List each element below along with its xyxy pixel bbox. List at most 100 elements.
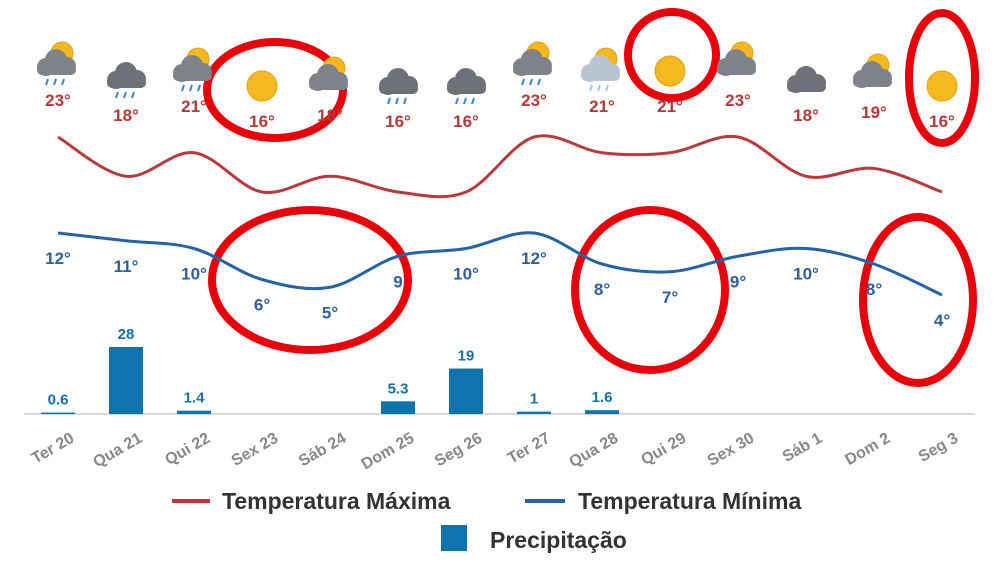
weather-icon <box>581 47 620 92</box>
x-tick-label: Sáb 1 <box>780 430 826 466</box>
weather-icon <box>379 68 418 105</box>
weather-icon <box>513 41 552 86</box>
precip-bar <box>41 412 75 414</box>
x-tick-label: Qua 28 <box>566 430 621 471</box>
legend-label: Precipitação <box>490 527 627 553</box>
x-tick-label: Sex 23 <box>229 430 282 470</box>
icon-rain <box>463 97 467 105</box>
precip-bar <box>449 368 483 414</box>
icon-rain <box>403 97 407 105</box>
icon-cloud <box>581 71 620 81</box>
icon-cloud <box>853 77 892 87</box>
min-temp-label: 12° <box>45 249 71 268</box>
icon-rain <box>605 84 609 92</box>
icon-cloud <box>309 80 348 90</box>
x-tick-label: Seg 3 <box>916 430 962 466</box>
icon-rain <box>529 78 533 86</box>
max-temp-label: 18° <box>113 106 139 125</box>
max-temp-label: 16° <box>249 112 275 131</box>
icon-rain <box>53 78 57 86</box>
min-temp-label: 10° <box>181 265 207 284</box>
min-temp-label: 4° <box>934 311 950 330</box>
weather-icon <box>309 56 348 91</box>
max-temp-label: 16° <box>929 112 955 131</box>
weather-icon <box>107 62 146 99</box>
max-temp-label: 23° <box>725 91 751 110</box>
max-temp-label: 18° <box>317 106 343 125</box>
icon-rain <box>589 84 593 92</box>
weather-icon <box>246 70 278 102</box>
weather-icon <box>926 70 958 102</box>
min-temp-label: 10° <box>793 265 819 284</box>
icon-rain <box>455 97 459 105</box>
icon-rain <box>189 84 193 92</box>
x-tick-label: Qui 22 <box>162 430 213 469</box>
icon-cloud <box>37 65 76 75</box>
precip-label: 5.3 <box>388 380 409 397</box>
min-temp-label: 8° <box>594 280 610 299</box>
x-tick-label: Sex 30 <box>705 430 758 470</box>
icon-cloud <box>447 84 486 94</box>
weather-icon <box>787 66 826 93</box>
max-temp-label: 23° <box>521 91 547 110</box>
max-temp-label: 19° <box>861 103 887 122</box>
icon-rain <box>45 78 49 86</box>
icon-rain <box>387 97 391 105</box>
x-tick-label: Sáb 24 <box>296 430 349 471</box>
highlight-circle <box>905 9 979 147</box>
max-temp-label: 21° <box>589 97 615 116</box>
icon-sun <box>654 55 686 87</box>
precip-label: 28 <box>118 326 135 343</box>
icon-rain <box>131 91 135 99</box>
max-temp-label: 21° <box>657 97 683 116</box>
weather-icon <box>447 68 486 105</box>
x-tick-label: Qui 29 <box>638 430 689 469</box>
precip-bar <box>381 401 415 414</box>
icon-rain <box>471 97 475 105</box>
precip-label: 19 <box>458 348 475 365</box>
precip-label: 0.6 <box>48 392 69 409</box>
min-temp-label: 10° <box>453 265 479 284</box>
x-tick-label: Qua 21 <box>90 430 145 471</box>
precip-label: 1.6 <box>592 389 613 406</box>
icon-cloud <box>787 82 826 92</box>
precip-bar <box>177 410 211 414</box>
legend-label: Temperatura Máxima <box>222 488 451 514</box>
icon-cloud <box>513 65 552 75</box>
precip-bar <box>585 410 619 414</box>
min-temp-label: 12° <box>521 249 547 268</box>
x-tick-label: Ter 20 <box>29 430 77 468</box>
icon-sun <box>926 70 958 102</box>
x-tick-label: Seg 26 <box>432 430 485 471</box>
precip-bar <box>517 411 551 414</box>
icon-cloud <box>379 84 418 94</box>
precip-label: 1.4 <box>184 390 206 407</box>
x-tick-label: Dom 25 <box>359 430 418 474</box>
icon-rain <box>61 78 65 86</box>
icon-rain <box>181 84 185 92</box>
min-temp-label: 9° <box>730 272 746 291</box>
weather-icon <box>37 41 76 86</box>
max-temp-label: 16° <box>453 112 479 131</box>
legend: Temperatura Máxima Temperatura Mínima Pr… <box>172 488 801 553</box>
weather-icon <box>654 55 686 87</box>
icon-rain <box>197 84 201 92</box>
max-temp-line <box>57 134 943 199</box>
min-temp-label: 11° <box>114 257 139 276</box>
icon-sun <box>246 70 278 102</box>
annotations <box>203 8 979 387</box>
min-temp-label: 8° <box>866 280 882 299</box>
highlight-circle <box>571 206 729 374</box>
icon-rain <box>123 91 127 99</box>
weather-icon <box>173 47 212 92</box>
icon-cloud <box>717 65 756 75</box>
icon-rain <box>537 78 541 86</box>
icon-rain <box>115 91 119 99</box>
min-temp-label: 7° <box>662 288 678 307</box>
highlight-circle <box>208 206 412 354</box>
precip-bar <box>109 347 143 414</box>
icon-rain <box>395 97 399 105</box>
max-temp-label: 21° <box>181 97 207 116</box>
x-tick-label: Dom 2 <box>842 430 893 469</box>
